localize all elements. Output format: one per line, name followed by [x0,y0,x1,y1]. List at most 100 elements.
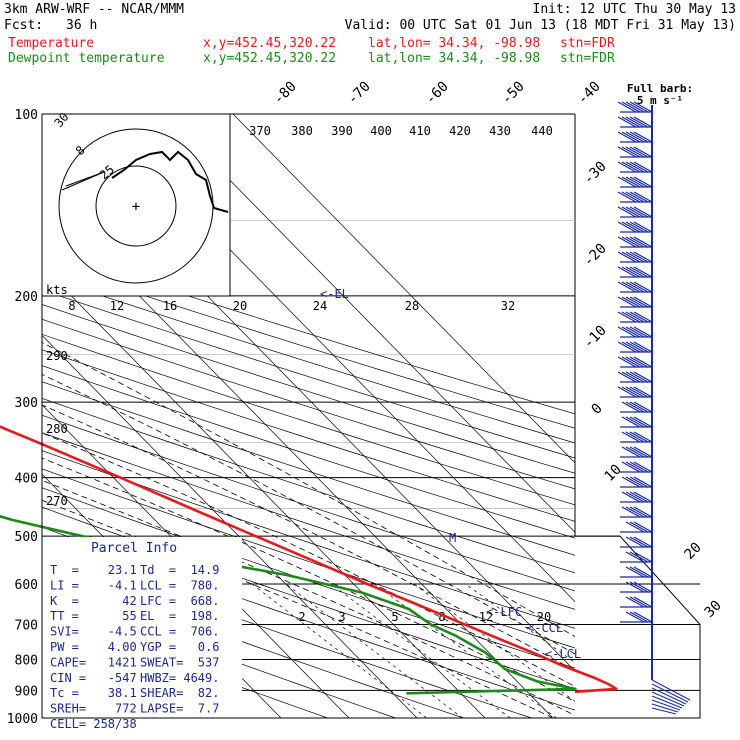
dry-adiabat [42,568,464,718]
wind-barb [633,236,653,248]
parcel-info-right: SHEAR= 82. [140,686,219,700]
wind-barb [621,131,641,143]
isotherm-label: 30 [702,598,725,621]
wind-barb-surface [651,687,687,705]
legend-temp-name: Temperature [8,36,95,51]
wind-barb [629,596,649,608]
parcel-info-left: TT = 55 [50,609,137,623]
theta-label: 380 [291,124,313,138]
wind-barb [621,356,641,368]
wind-barb [629,431,649,443]
wind-barb [625,611,645,623]
parcel-info-left: CELL= 258/38 [50,717,137,731]
fcst-value: 36 h [66,18,98,33]
wind-barb [625,581,645,593]
wind-barb [633,476,653,488]
wind-barb [617,371,637,383]
wind-barb [625,491,645,503]
wind-barb [629,506,649,518]
wind-barb [629,131,649,143]
wind-barb-key-line1: Full barb: [627,82,693,95]
wind-barb [621,446,641,458]
mixing-ratio-label: 8 [438,610,445,624]
hodograph-box [41,113,231,297]
wind-barb [625,266,645,278]
parcel-info-right: LCL = 780. [140,578,219,592]
ccl-marker: <-CCL [527,621,563,635]
dry-adiabat [42,349,575,522]
mixing-ratio-label: 3 [338,610,345,624]
wind-barb [633,596,653,608]
mixing-ratio-line [330,583,511,718]
wind-barb [633,251,653,263]
wind-barb [633,491,653,503]
isobar-label: 200 [15,290,38,305]
isotherm-label: 20 [682,540,705,563]
wind-barb [629,581,649,593]
wind-barb [621,116,641,128]
wind-barb [633,266,653,278]
wind-barb [621,506,641,518]
legend-dewpoint-latlon: lat,lon= 34.34, -98.98 [368,51,541,66]
wind-barb [617,236,637,248]
wind-barb [633,296,653,308]
isobar-label: 800 [15,653,38,668]
wind-barb [629,371,649,383]
wind-barb [625,191,645,203]
parcel-info-left: CIN = -547 [50,671,137,685]
wind-barb [621,161,641,173]
wind-barb [629,491,649,503]
parcel-info-left: K = 42 [50,594,137,608]
wind-barb-key-line2: 5 m s⁻¹ [637,94,683,107]
parcel-info-panel: Parcel Info T = 23.1 Td = 14.9LI = -4.1 LCL… [42,537,242,731]
wind-barb [633,281,653,293]
theta-label-low: 270 [46,494,68,508]
wind-barb [629,446,649,458]
wind-barb [617,131,637,143]
isobar-label: 600 [15,578,38,593]
dry-adiabat [42,333,575,506]
wind-barb [625,116,645,128]
wind-barb [617,296,637,308]
theta-label-low: 290 [46,349,68,363]
wind-barb [621,266,641,278]
mixing-ratio-label: 12 [479,610,493,624]
wind-barb [629,416,649,428]
isotherm-line [42,404,350,718]
isotherm-line [232,114,575,464]
wind-barb [625,161,645,173]
wind-barb [617,176,637,188]
wind-barb [625,476,645,488]
wind-barb [621,431,641,443]
wind-barb [629,401,649,413]
parcel-info-left: T = 23.1 [50,563,137,577]
hodograph-center: + [132,199,140,215]
wind-barb-surface [651,707,677,715]
parcel-info-right: LAPSE= 7.7 [140,702,219,716]
wind-barb [629,296,649,308]
wind-barb [621,341,641,353]
isotherm-label: -50 [499,79,528,108]
wind-barb [625,236,645,248]
wind-barb [633,431,653,443]
isotherm-label: -40 [575,79,604,108]
legend-temp-stn: stn=FDR [560,36,615,51]
isobar-label: 100 [15,108,38,123]
parcel-info-right: YGP = 0.6 [140,640,219,654]
theta-label: 410 [409,124,431,138]
wind-barb [633,401,653,413]
wind-barb-surface [651,679,691,701]
wind-barb [633,356,653,368]
wind-barb [629,356,649,368]
wind-barb [625,221,645,233]
wind-barb [621,176,641,188]
isotherm-line [0,114,9,718]
isotherm-label: -60 [423,79,452,108]
wind-barb [625,176,645,188]
wind-barb [621,326,641,338]
wind-barb [633,176,653,188]
isotherm-label: -20 [581,241,610,270]
parcel-info-left: SREH= 772 [50,702,137,716]
wind-barb [629,191,649,203]
m-marker: M [449,531,456,545]
